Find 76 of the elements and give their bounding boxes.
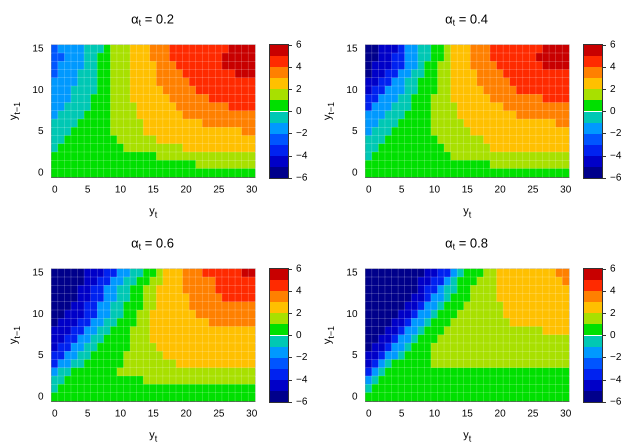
color-bar-label: 2 xyxy=(610,308,616,319)
x-tick-label: 10 xyxy=(114,184,126,196)
color-bar-label: 4 xyxy=(296,62,302,73)
y-tick-label: 15 xyxy=(346,268,358,279)
x-tick-label: 5 xyxy=(398,408,405,420)
color-bar-label: −2 xyxy=(296,352,308,364)
color-bar-label: 6 xyxy=(610,40,616,50)
color-bar-label: 0 xyxy=(610,106,616,117)
x-tick-label: 10 xyxy=(114,408,126,420)
y-tick-label: 0 xyxy=(352,391,358,402)
y-tick-label: 5 xyxy=(38,350,44,362)
x-tick-label: 30 xyxy=(246,184,258,196)
x-tick-label: 20 xyxy=(494,184,506,196)
y-tick-label: 15 xyxy=(32,44,44,55)
color-bar-label: 4 xyxy=(610,62,616,73)
color-bar-label: 4 xyxy=(610,286,616,297)
x-tick-label: 15 xyxy=(148,408,160,420)
color-bar-label: −2 xyxy=(610,352,622,364)
color-bar-label: 6 xyxy=(296,264,302,274)
x-tick-label: 0 xyxy=(366,408,372,420)
x-tick-label: 25 xyxy=(527,408,539,420)
x-tick-label: 25 xyxy=(213,184,225,196)
y-tick-label: 5 xyxy=(352,350,358,362)
x-tick-label: 30 xyxy=(560,184,572,196)
x-tick-label: 5 xyxy=(84,184,91,196)
color-bar-label: 6 xyxy=(610,264,616,274)
color-bar-label: −4 xyxy=(610,150,622,162)
color-bar-label: 0 xyxy=(296,330,302,341)
y-tick-label: 15 xyxy=(32,268,44,279)
color-bar-label: 2 xyxy=(296,84,302,95)
x-tick-label: 15 xyxy=(462,184,474,196)
y-tick-label: 10 xyxy=(346,308,358,320)
y-tick-label: 0 xyxy=(352,167,358,178)
color-bar-label: −6 xyxy=(610,172,622,184)
y-tick-label: 10 xyxy=(32,308,44,320)
x-tick-label: 0 xyxy=(366,184,372,196)
y-axis-title: yt−1 xyxy=(8,102,22,120)
color-bar-label: −2 xyxy=(610,128,622,140)
color-bar-label: −6 xyxy=(296,396,308,408)
x-tick-label: 5 xyxy=(398,184,405,196)
color-bar-label: −4 xyxy=(296,150,308,162)
x-tick-label: 5 xyxy=(84,408,91,420)
color-bar-label: 0 xyxy=(610,330,616,341)
x-tick-label: 30 xyxy=(246,408,258,420)
x-tick-label: 0 xyxy=(52,408,58,420)
x-tick-label: 25 xyxy=(527,184,539,196)
y-axis-title: yt−1 xyxy=(322,102,336,120)
color-bar-label: 6 xyxy=(296,40,302,50)
x-tick-label: 20 xyxy=(494,408,506,420)
y-tick-label: 15 xyxy=(346,44,358,55)
y-tick-label: 10 xyxy=(32,84,44,96)
color-bar-label: 2 xyxy=(296,308,302,319)
x-tick-label: 15 xyxy=(148,184,160,196)
x-tick-label: 0 xyxy=(52,184,58,196)
y-tick-label: 0 xyxy=(38,167,44,178)
x-tick-label: 10 xyxy=(428,184,440,196)
color-bar-label: −4 xyxy=(610,374,622,386)
y-tick-label: 10 xyxy=(346,84,358,96)
color-bar-label: 2 xyxy=(610,84,616,95)
y-axis-title: yt−1 xyxy=(8,326,22,344)
x-tick-label: 15 xyxy=(462,408,474,420)
y-axis-title: yt−1 xyxy=(322,326,336,344)
color-bar-label: −4 xyxy=(296,374,308,386)
color-bar-label: −2 xyxy=(296,128,308,140)
x-tick-label: 20 xyxy=(180,408,192,420)
x-tick-label: 25 xyxy=(213,408,225,420)
x-tick-label: 30 xyxy=(560,408,572,420)
y-tick-label: 0 xyxy=(38,391,44,402)
color-bar-label: 4 xyxy=(296,286,302,297)
x-tick-label: 10 xyxy=(428,408,440,420)
color-bar-label: −6 xyxy=(296,172,308,184)
color-bar-label: −6 xyxy=(610,396,622,408)
x-tick-label: 20 xyxy=(180,184,192,196)
y-tick-label: 5 xyxy=(38,126,44,138)
y-tick-label: 5 xyxy=(352,126,358,138)
color-bar-label: 0 xyxy=(296,106,302,117)
